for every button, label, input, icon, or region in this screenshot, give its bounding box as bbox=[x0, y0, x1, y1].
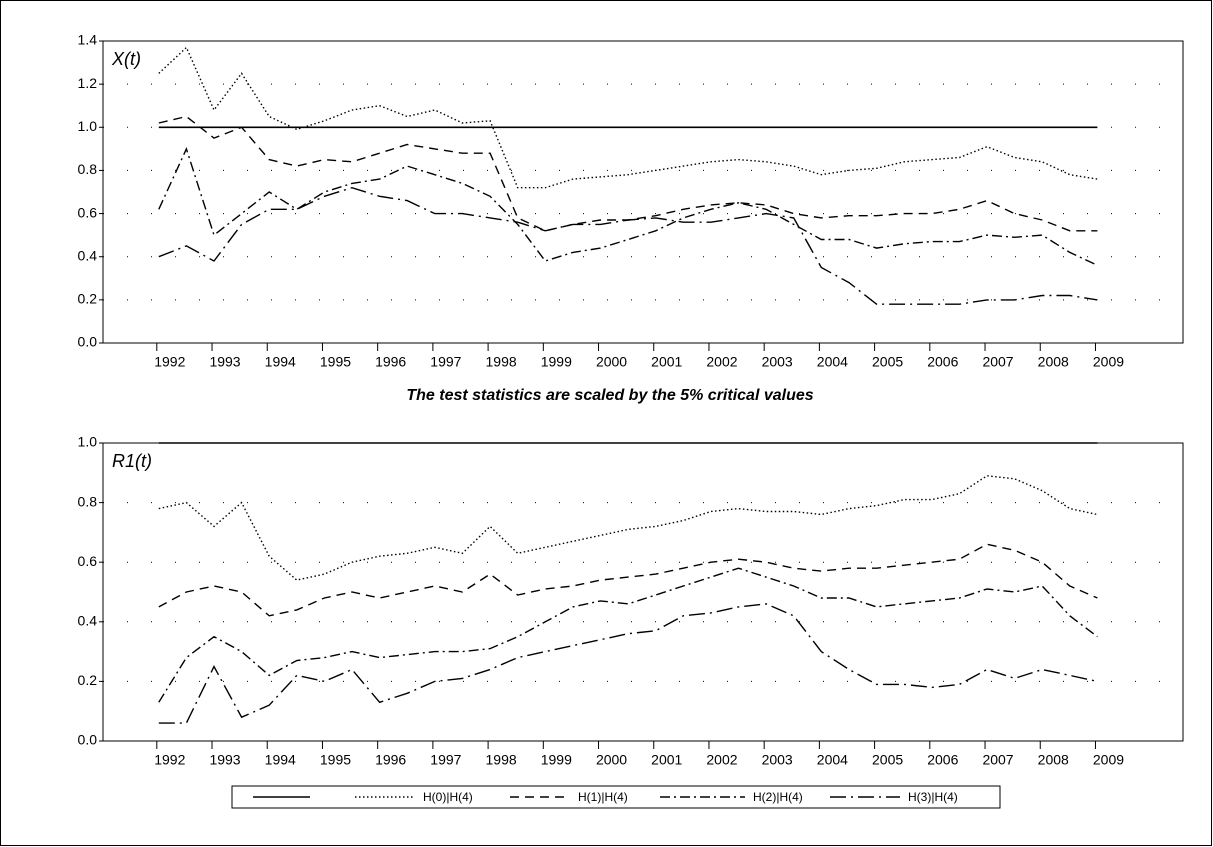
y-tick-label: 0.2 bbox=[78, 672, 98, 688]
series-line bbox=[158, 146, 1098, 266]
x-tick-label: 2003 bbox=[762, 354, 793, 370]
x-tick-label: 2009 bbox=[1093, 752, 1124, 768]
x-tick-label: 2004 bbox=[817, 752, 848, 768]
y-tick-label: 0.4 bbox=[78, 613, 98, 629]
x-tick-label: 2001 bbox=[651, 354, 682, 370]
y-tick-label: 0.8 bbox=[78, 493, 98, 509]
x-tick-label: 2005 bbox=[872, 752, 903, 768]
y-tick-label: 1.0 bbox=[78, 434, 98, 450]
x-tick-label: 1995 bbox=[320, 354, 351, 370]
legend-label: H(2)|H(4) bbox=[753, 790, 803, 804]
panel-label: R1(t) bbox=[112, 451, 152, 471]
legend-label: H(3)|H(4) bbox=[908, 790, 958, 804]
x-tick-label: 1997 bbox=[430, 354, 461, 370]
y-tick-label: 1.2 bbox=[78, 75, 98, 91]
plot-frame bbox=[102, 442, 1184, 742]
x-tick-label: 1996 bbox=[375, 354, 406, 370]
panel-label: X(t) bbox=[111, 49, 141, 69]
series-line bbox=[158, 567, 1098, 703]
series-line bbox=[158, 475, 1098, 581]
x-tick-label: 2002 bbox=[706, 354, 737, 370]
x-tick-label: 1998 bbox=[486, 752, 517, 768]
x-tick-label: 1996 bbox=[375, 752, 406, 768]
x-tick-label: 2009 bbox=[1093, 354, 1124, 370]
x-tick-label: 1994 bbox=[265, 752, 296, 768]
legend-label: H(0)|H(4) bbox=[423, 790, 473, 804]
x-tick-label: 2001 bbox=[651, 752, 682, 768]
x-tick-label: 1997 bbox=[430, 752, 461, 768]
x-tick-label: 1992 bbox=[154, 354, 185, 370]
y-tick-label: 0.6 bbox=[78, 553, 98, 569]
x-tick-label: 2005 bbox=[872, 354, 903, 370]
y-tick-label: 0.4 bbox=[78, 247, 98, 263]
y-tick-label: 0.8 bbox=[78, 161, 98, 177]
x-tick-label: 1999 bbox=[541, 354, 572, 370]
x-tick-label: 2004 bbox=[817, 354, 848, 370]
x-tick-label: 2007 bbox=[982, 752, 1013, 768]
x-tick-label: 2008 bbox=[1038, 752, 1069, 768]
x-tick-label: 1992 bbox=[154, 752, 185, 768]
x-tick-label: 1994 bbox=[265, 354, 296, 370]
y-tick-label: 0.0 bbox=[78, 334, 98, 350]
y-tick-label: 0.6 bbox=[78, 204, 98, 220]
y-tick-label: 0.2 bbox=[78, 291, 98, 307]
legend-box bbox=[231, 785, 1001, 809]
y-tick-label: 1.0 bbox=[78, 118, 98, 134]
subtitle: The test statistics are scaled by the 5%… bbox=[406, 387, 813, 404]
series-line bbox=[158, 115, 1098, 232]
x-tick-label: 2006 bbox=[927, 354, 958, 370]
x-tick-label: 2000 bbox=[596, 354, 627, 370]
series-line bbox=[158, 186, 1098, 305]
x-tick-label: 2008 bbox=[1038, 354, 1069, 370]
x-tick-label: 2002 bbox=[706, 752, 737, 768]
x-tick-label: 2007 bbox=[982, 354, 1013, 370]
plot-frame bbox=[102, 40, 1184, 344]
x-tick-label: 1998 bbox=[486, 354, 517, 370]
legend-label: H(1)|H(4) bbox=[578, 790, 628, 804]
series-line bbox=[158, 603, 1098, 724]
series-line bbox=[158, 46, 1098, 189]
x-tick-label: 1995 bbox=[320, 752, 351, 768]
x-tick-label: 2006 bbox=[927, 752, 958, 768]
series-line bbox=[158, 543, 1098, 617]
y-tick-label: 1.4 bbox=[78, 32, 98, 48]
x-tick-label: 1993 bbox=[209, 752, 240, 768]
x-tick-label: 1993 bbox=[209, 354, 240, 370]
x-tick-label: 2000 bbox=[596, 752, 627, 768]
y-tick-label: 0.0 bbox=[78, 732, 98, 748]
x-tick-label: 1999 bbox=[541, 752, 572, 768]
x-tick-label: 2003 bbox=[762, 752, 793, 768]
